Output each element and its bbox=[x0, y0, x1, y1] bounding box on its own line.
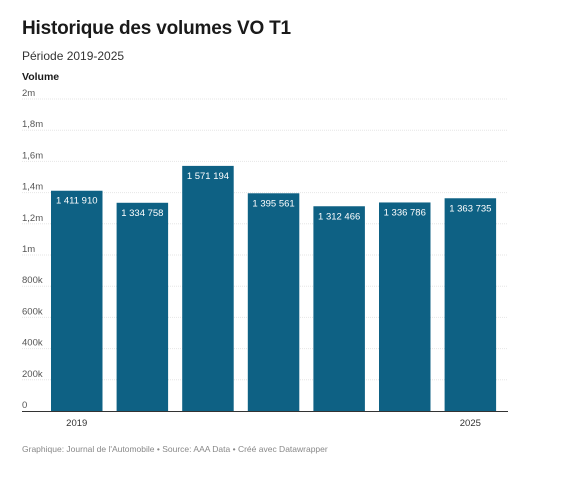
y-tick-label: 1,2m bbox=[22, 213, 43, 224]
x-tick-label: 2025 bbox=[460, 418, 481, 429]
y-tick-label: 2m bbox=[22, 88, 35, 99]
value-label-2022: 1 395 561 bbox=[252, 198, 294, 209]
bars bbox=[51, 165, 497, 411]
bar-2025 bbox=[444, 198, 497, 411]
chart-footer: Graphique: Journal de l'Automobile • Sou… bbox=[22, 444, 328, 454]
value-label-2025: 1 363 735 bbox=[449, 203, 491, 214]
chart-title: Historique des volumes VO T1 bbox=[22, 18, 291, 39]
y-tick-label: 600k bbox=[22, 306, 43, 317]
y-tick-label: 1,4m bbox=[22, 182, 43, 193]
x-tick-label: 2019 bbox=[66, 418, 87, 429]
y-tick-label: 800k bbox=[22, 275, 43, 286]
bar-2019 bbox=[51, 190, 103, 411]
y-tick-label: 1,6m bbox=[22, 150, 43, 161]
bar-2021 bbox=[182, 165, 234, 411]
value-label-2020: 1 334 758 bbox=[121, 208, 163, 219]
value-label-2021: 1 571 194 bbox=[187, 171, 229, 182]
x-tick-labels: 2019 2025 bbox=[66, 418, 481, 429]
bar-2023 bbox=[313, 206, 365, 411]
y-tick-label: 1m bbox=[22, 244, 35, 255]
value-labels: 1 411 910 1 334 758 1 571 194 1 395 561 1 31… bbox=[56, 171, 492, 222]
y-tick-labels: 0 200k 400k 600k 800k 1m 1,2m 1,4m 1,6m 1,8m 2m bbox=[22, 88, 43, 411]
y-tick-label: 1,8m bbox=[22, 119, 43, 130]
value-label-2023: 1 312 466 bbox=[318, 211, 360, 222]
y-tick-label: 200k bbox=[22, 369, 43, 380]
value-label-2019: 1 411 910 bbox=[56, 196, 98, 207]
bar-2024 bbox=[379, 202, 431, 411]
chart-subtitle: Période 2019-2025 bbox=[22, 49, 125, 63]
bar-2022 bbox=[247, 193, 300, 411]
value-label-2024: 1 336 786 bbox=[384, 207, 426, 218]
bar-2020 bbox=[116, 202, 169, 411]
y-axis-title: Volume bbox=[22, 71, 59, 83]
y-tick-label: 400k bbox=[22, 338, 43, 349]
y-tick-label: 0 bbox=[22, 400, 27, 411]
